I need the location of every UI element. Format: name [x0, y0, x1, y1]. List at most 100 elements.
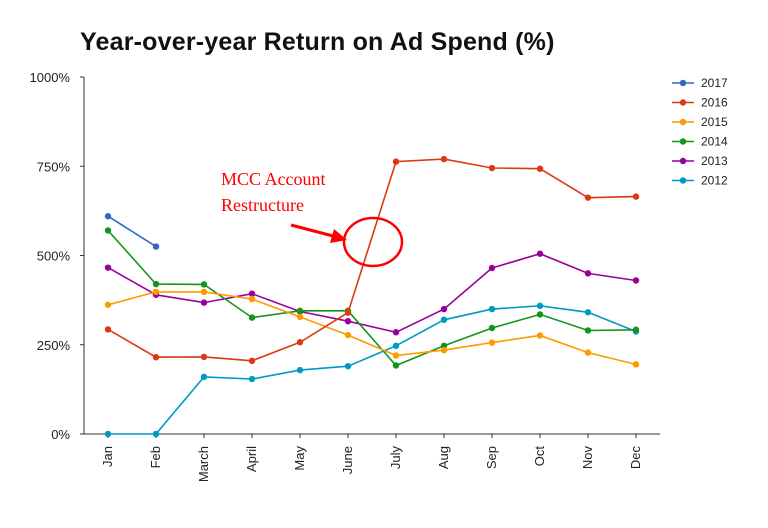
- data-point-2013: [200, 299, 208, 306]
- annotation-text: Restructure: [221, 195, 304, 215]
- legend-label: 2014: [701, 135, 728, 149]
- legend-item-2017: 2017: [672, 76, 728, 90]
- legend-label: 2016: [701, 96, 728, 110]
- x-tick-label: Feb: [148, 446, 163, 468]
- series-2016: [104, 155, 640, 365]
- annotation-text: MCC Account: [221, 169, 326, 189]
- legend-marker: [679, 138, 687, 145]
- x-tick-label: Jan: [100, 446, 115, 467]
- series-2012: [104, 302, 640, 438]
- data-point-2012: [152, 430, 160, 438]
- data-point-2016: [440, 155, 448, 163]
- x-tick-label: May: [292, 446, 307, 471]
- data-point-2012: [344, 362, 352, 370]
- legend-item-2016: 2016: [672, 96, 728, 110]
- data-point-2013: [584, 270, 592, 277]
- x-tick-label: March: [196, 446, 211, 482]
- legend-label: 2012: [701, 174, 728, 188]
- legend-label: 2013: [701, 154, 728, 168]
- annotation-circle: [342, 216, 404, 268]
- data-point-2016: [536, 165, 544, 172]
- annotation: MCC Account Restructure: [221, 169, 404, 268]
- data-point-2016: [152, 354, 160, 361]
- data-point-2013: [632, 277, 640, 284]
- y-tick-label: 250%: [37, 338, 71, 353]
- data-point-2014: [584, 327, 592, 334]
- x-tick-label: April: [244, 446, 259, 472]
- data-point-2015: [248, 295, 256, 303]
- data-point-2013: [536, 250, 544, 257]
- chart-title: Year-over-year Return on Ad Spend (%): [80, 28, 555, 56]
- legend: 2017 2016 2015 2014 2013 2012: [672, 76, 728, 188]
- data-point-2015: [200, 288, 208, 296]
- legend-item-2015: 2015: [672, 115, 728, 129]
- y-tick-label: 500%: [37, 249, 71, 264]
- data-point-2014: [488, 324, 496, 332]
- series-line-2017: [107, 215, 157, 248]
- legend-marker: [679, 99, 687, 106]
- series-2015: [104, 288, 640, 368]
- data-point-2016: [200, 353, 208, 361]
- series-line-2015: [107, 291, 637, 366]
- data-point-2015: [440, 346, 448, 354]
- legend-marker: [679, 118, 687, 126]
- data-point-2016: [392, 158, 400, 165]
- axes: 0% 250% 500% 750% 1000% Jan Feb March April May Ju…: [30, 70, 660, 482]
- data-point-2015: [152, 288, 160, 296]
- data-point-2017: [152, 243, 160, 250]
- data-point-2012: [584, 309, 592, 316]
- data-point-2016: [584, 194, 592, 201]
- data-point-2017: [104, 213, 112, 220]
- data-point-2016: [632, 193, 640, 200]
- data-point-2014: [536, 311, 544, 318]
- data-point-2012: [440, 316, 448, 323]
- x-tick-label: Dec: [628, 446, 643, 470]
- data-point-2015: [104, 301, 112, 308]
- data-point-2012: [200, 373, 208, 381]
- data-point-2012: [296, 366, 304, 374]
- data-point-2015: [632, 361, 640, 368]
- data-point-2014: [632, 326, 640, 333]
- data-point-2012: [248, 375, 256, 383]
- legend-marker: [679, 79, 687, 87]
- x-tick-label: Nov: [580, 446, 595, 470]
- data-point-2016: [104, 326, 112, 333]
- x-tick-label: June: [340, 446, 355, 474]
- data-point-2012: [392, 342, 400, 350]
- data-point-2012: [536, 302, 544, 310]
- legend-item-2012: 2012: [672, 174, 728, 188]
- legend-label: 2015: [701, 115, 728, 129]
- legend-item-2014: 2014: [672, 135, 728, 149]
- x-tick-label: Sep: [484, 446, 499, 469]
- legend-marker: [679, 177, 687, 184]
- legend-marker: [679, 157, 687, 165]
- data-point-2015: [344, 331, 352, 339]
- series-line-2016: [107, 158, 637, 362]
- data-point-2012: [104, 430, 112, 438]
- series-2017: [104, 213, 160, 250]
- data-point-2014: [248, 314, 256, 321]
- data-point-2012: [488, 305, 496, 313]
- data-point-2016: [488, 164, 496, 172]
- data-point-2014: [200, 281, 208, 288]
- data-point-2014: [152, 280, 160, 288]
- data-point-2015: [296, 313, 304, 321]
- data-point-2015: [392, 352, 400, 359]
- legend-item-2013: 2013: [672, 154, 728, 168]
- legend-label: 2017: [701, 76, 728, 90]
- data-point-2014: [296, 307, 304, 315]
- y-tick-label: 1000%: [30, 70, 71, 85]
- data-point-2013: [104, 264, 112, 271]
- data-point-2016: [344, 309, 352, 316]
- data-point-2014: [392, 362, 400, 369]
- data-point-2013: [248, 290, 256, 297]
- annotation-arrow-head: [330, 229, 347, 243]
- series-line-2014: [107, 229, 637, 367]
- y-tick-label: 0%: [51, 427, 70, 442]
- annotation-arrow-shaft: [290, 223, 334, 238]
- series-line-2013: [107, 252, 637, 334]
- data-point-2013: [344, 317, 352, 325]
- data-point-2016: [248, 357, 256, 365]
- data-point-2013: [440, 305, 448, 313]
